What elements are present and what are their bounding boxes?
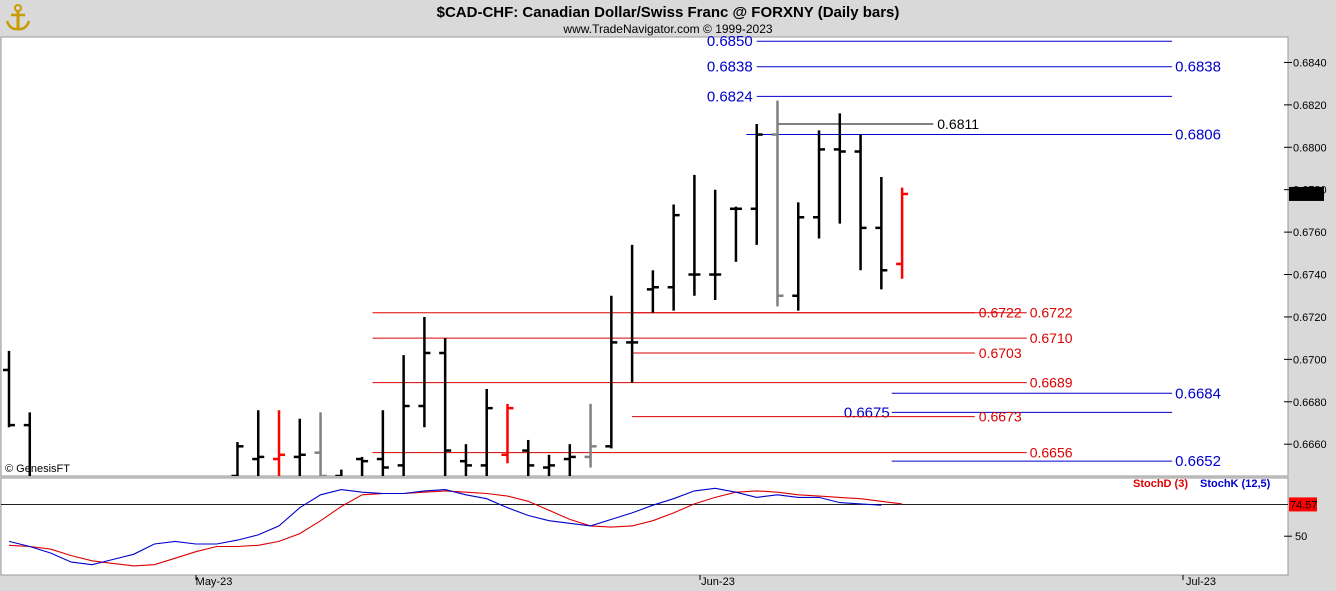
level-label: 0.6850 xyxy=(707,33,753,50)
y-tick-label: 0.6660 xyxy=(1293,439,1327,451)
price-bar xyxy=(833,113,846,224)
level-label: 0.6838 xyxy=(707,59,753,76)
price-bar xyxy=(231,442,244,476)
price-bar xyxy=(23,412,32,476)
price-bar xyxy=(771,100,784,307)
stoch-last-box xyxy=(1289,497,1317,512)
price-bar xyxy=(501,403,514,464)
level-label: 0.6703 xyxy=(979,345,1022,361)
price-bar xyxy=(543,454,556,476)
price-bar xyxy=(792,202,805,311)
price-bar xyxy=(667,204,680,311)
y-tick-label: 0.6820 xyxy=(1293,100,1327,112)
stoch-d-legend: StochD (3) xyxy=(1133,478,1188,490)
price-bar xyxy=(273,410,286,476)
y-tick-label: 0.6680 xyxy=(1293,397,1327,409)
price-bar xyxy=(646,270,659,313)
stoch-last-label: 74.57 xyxy=(1290,499,1318,511)
level-label: 0.6689 xyxy=(1030,375,1073,391)
price-bar xyxy=(356,456,369,476)
price-bar xyxy=(605,295,618,449)
price-axis: 0.68400.68200.68000.67800.67600.67400.67… xyxy=(1284,57,1327,451)
price-bar xyxy=(854,134,867,271)
x-tick-label: Jun-23 xyxy=(701,576,735,588)
y-tick-label: 0.6720 xyxy=(1293,312,1327,324)
price-bar xyxy=(563,444,576,476)
price-bar xyxy=(293,418,306,476)
stoch-k-legend: StochK (12,5) xyxy=(1200,478,1271,490)
anchor-logo-icon xyxy=(4,2,32,32)
price-bar xyxy=(626,244,639,383)
level-label: 0.6656 xyxy=(1030,445,1073,461)
stoch-k-line xyxy=(8,487,882,566)
price-bar xyxy=(875,176,888,290)
price-bar xyxy=(397,355,410,476)
level-label: 0.6710 xyxy=(1030,330,1073,346)
price-panel xyxy=(0,36,1289,477)
price-bar xyxy=(418,316,431,428)
price-bar xyxy=(3,350,15,428)
price-bar xyxy=(522,439,535,476)
stochastic-panel xyxy=(0,477,1289,576)
price-bar xyxy=(252,410,265,476)
watermark: © GenesisFT xyxy=(5,463,70,475)
price-bar xyxy=(709,189,722,300)
time-axis: May-23 Jun-23 Jul-23 xyxy=(195,575,1216,588)
price-bar xyxy=(688,174,701,296)
x-tick-label: Jul-23 xyxy=(1186,576,1216,588)
level-label: 0.6673 xyxy=(979,409,1022,425)
chart-title: $CAD-CHF: Canadian Dollar/Swiss Franc @ … xyxy=(437,4,900,21)
y-tick-label: 0.6740 xyxy=(1293,270,1327,282)
last-price-box xyxy=(1289,186,1324,201)
price-bar xyxy=(813,130,826,239)
chart-subtitle: www.TradeNavigator.com © 1999-2023 xyxy=(562,22,772,36)
x-tick-label: May-23 xyxy=(196,576,233,588)
price-bar xyxy=(314,412,327,476)
stoch-d-line xyxy=(8,490,903,567)
price-bar xyxy=(584,403,597,468)
price-bar xyxy=(376,410,389,476)
price-levels: 0.6850 0.6838 0.6838 0.6824 0.6811 0.6806 0.67… xyxy=(372,33,1221,470)
level-label: 0.6806 xyxy=(1175,127,1221,144)
level-label: 0.6722 xyxy=(1030,305,1073,321)
price-bar xyxy=(439,338,452,476)
price-bar xyxy=(729,206,742,262)
level-label: 0.6684 xyxy=(1175,385,1221,402)
y-tick-label: 0.6840 xyxy=(1293,57,1327,69)
price-bars xyxy=(3,100,909,476)
price-bar xyxy=(750,123,763,245)
level-label: 0.6838 xyxy=(1175,59,1221,76)
y-tick-label: 0.6700 xyxy=(1293,354,1327,366)
y-tick-label: 0.6760 xyxy=(1293,227,1327,239)
level-label: 0.6824 xyxy=(707,88,753,105)
price-bar xyxy=(459,444,472,476)
stoch-y-tick-label: 50 xyxy=(1295,531,1307,543)
level-label: 0.6675 xyxy=(844,404,890,421)
level-label: 0.6652 xyxy=(1175,453,1221,470)
stochastic-axis: 50 74.57 StochD (3) StochK (12,5) xyxy=(1133,478,1318,543)
y-tick-label: 0.6800 xyxy=(1293,142,1327,154)
price-bar xyxy=(480,389,493,476)
level-label: 0.6811 xyxy=(937,116,979,132)
last-price-label: 0.6778 xyxy=(1291,189,1325,201)
price-bar xyxy=(896,187,909,279)
stochastic-lines xyxy=(1,487,1288,567)
